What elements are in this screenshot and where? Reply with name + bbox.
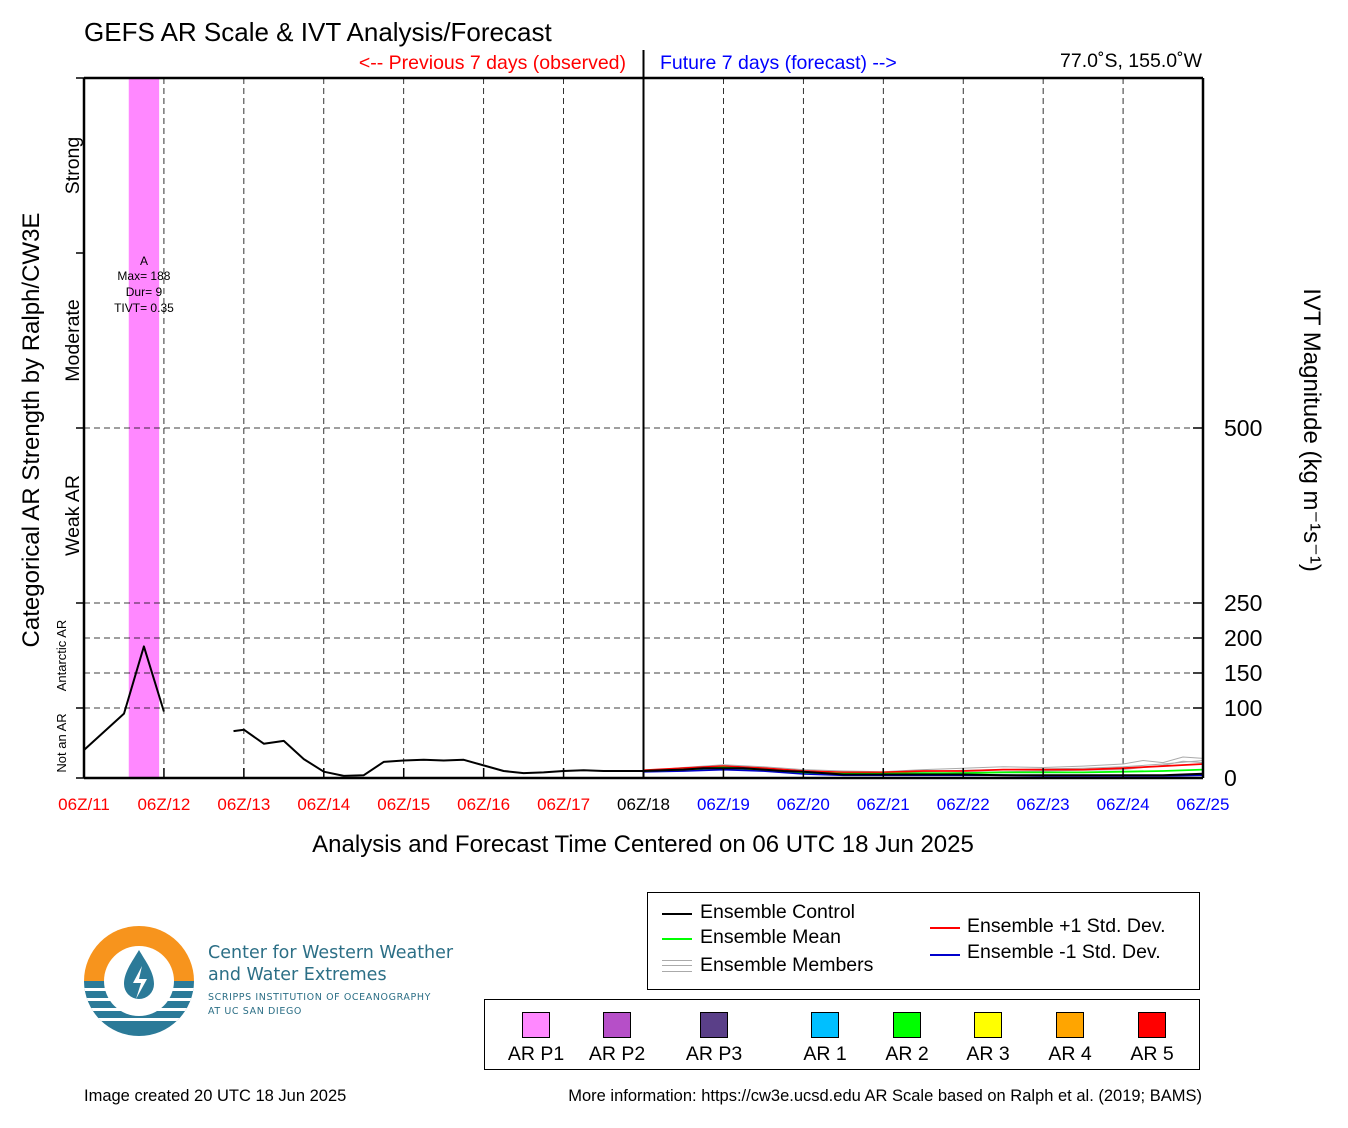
legend-members-label: Ensemble Members [700,954,874,976]
x-tick-label: 06Z/11 [58,795,110,814]
x-tick-label: 06Z/12 [137,795,190,814]
series-ensemble-control [233,728,1204,777]
ar-legend-swatch [522,1012,550,1038]
location-label: 77.0˚S, 155.0˚W [1060,50,1203,72]
x-axis-label: Analysis and Forecast Time Centered on 0… [312,831,974,858]
ensemble-legend: Ensemble Control Ensemble Mean Ensemble … [647,892,1200,990]
x-tick-label: 06Z/19 [697,795,750,814]
x-tick-label: 06Z/22 [937,795,990,814]
x-tick-label: 06Z/16 [457,795,510,814]
org-subtitle-line1: SCRIPPS INSTITUTION OF OCEANOGRAPHY [208,992,431,1003]
ar-legend-label: AR P1 [507,1043,565,1065]
ar-legend-swatch [603,1012,631,1038]
x-tick-label: 06Z/18 [617,795,670,814]
category-label: Moderate [62,299,84,381]
x-tick-label: 06Z/20 [777,795,830,814]
legend-swatch-plus [930,927,960,929]
category-label: Strong [62,137,84,194]
ar-ivt-chart: GEFS AR Scale & IVT Analysis/Forecast <-… [18,17,1325,858]
x-tick-label: 06Z/25 [1177,795,1230,814]
ar-event-duration: Dur= 9 [126,285,163,299]
ar-legend-label: AR 5 [1130,1043,1174,1065]
chart-title: GEFS AR Scale & IVT Analysis/Forecast [84,17,552,47]
ar-legend-label: AR 2 [885,1043,929,1065]
legend-minus-label: Ensemble -1 Std. Dev. [967,941,1161,963]
ar-event-max: Max= 188 [117,269,170,283]
ar-legend-swatch [811,1012,839,1038]
y-tick-label: 0 [1224,765,1237,791]
legend-swatch-mean [662,938,692,940]
ar-event-id: A [140,254,148,268]
y-tick-label: 100 [1224,695,1262,721]
x-tick-label: 06Z/14 [297,795,350,814]
ar-legend-label: AR P3 [685,1043,743,1065]
x-tick-label: 06Z/13 [217,795,270,814]
ar-category-legend: AR P1 AR P2 AR P3 AR 1 AR 2 AR 3 AR 4 AR 5 [484,999,1200,1070]
series-ensemble-control [83,645,165,751]
x-tick-label: 06Z/17 [537,795,590,814]
more-information-note: More information: https://cw3e.ucsd.edu … [568,1087,1202,1105]
org-subtitle-line2: AT UC SAN DIEGO [208,1006,302,1017]
future-days-label: Future 7 days (forecast) --> [660,52,897,74]
ar-legend-swatch [974,1012,1002,1038]
legend-plus-label: Ensemble +1 Std. Dev. [967,915,1166,937]
ar-legend-swatch [1056,1012,1084,1038]
x-tick-label: 06Z/24 [1097,795,1150,814]
y-axis-label-right: IVT Magnitude (kg m⁻¹s⁻¹) [1298,288,1325,572]
legend-swatch-control [662,913,692,915]
x-tick-label: 06Z/15 [377,795,430,814]
image-created-note: Image created 20 UTC 18 Jun 2025 [84,1087,347,1105]
legend-control-label: Ensemble Control [700,901,855,923]
y-tick-label: 150 [1224,660,1262,686]
cw3e-logo [84,926,194,1036]
ar-legend-label: AR 3 [966,1043,1010,1065]
y-tick-label: 200 [1224,625,1262,651]
ar-legend-swatch [1138,1012,1166,1038]
ar-legend-swatch [893,1012,921,1038]
y-axis-label-left: Categorical AR Strength by Ralph/CW3E [18,213,45,648]
category-label: Antarctic AR [54,620,69,692]
legend-swatch-members [662,960,692,972]
org-name-line2: and Water Extremes [208,965,387,985]
ar-legend-label: AR 1 [803,1043,847,1065]
y-tick-label: 250 [1224,590,1262,616]
x-tick-label: 06Z/23 [1017,795,1070,814]
previous-days-label: <-- Previous 7 days (observed) [359,52,626,74]
category-label: Not an AR [54,713,69,772]
ar-legend-label: AR 4 [1048,1043,1092,1065]
ar-legend-swatch [700,1012,728,1038]
legend-mean-label: Ensemble Mean [700,926,841,948]
ar-legend-label: AR P2 [588,1043,646,1065]
y-tick-label: 500 [1224,415,1262,441]
legend-swatch-minus [930,954,960,956]
legend-swatch-members-mid [662,965,692,966]
series-ensemble-1-std-dev- [643,763,1204,774]
org-name-line1: Center for Western Weather [208,943,454,963]
ar-event-tivt: TIVT= 0.35 [114,301,174,315]
category-label: Weak AR [62,475,84,556]
x-tick-label: 06Z/21 [857,795,910,814]
